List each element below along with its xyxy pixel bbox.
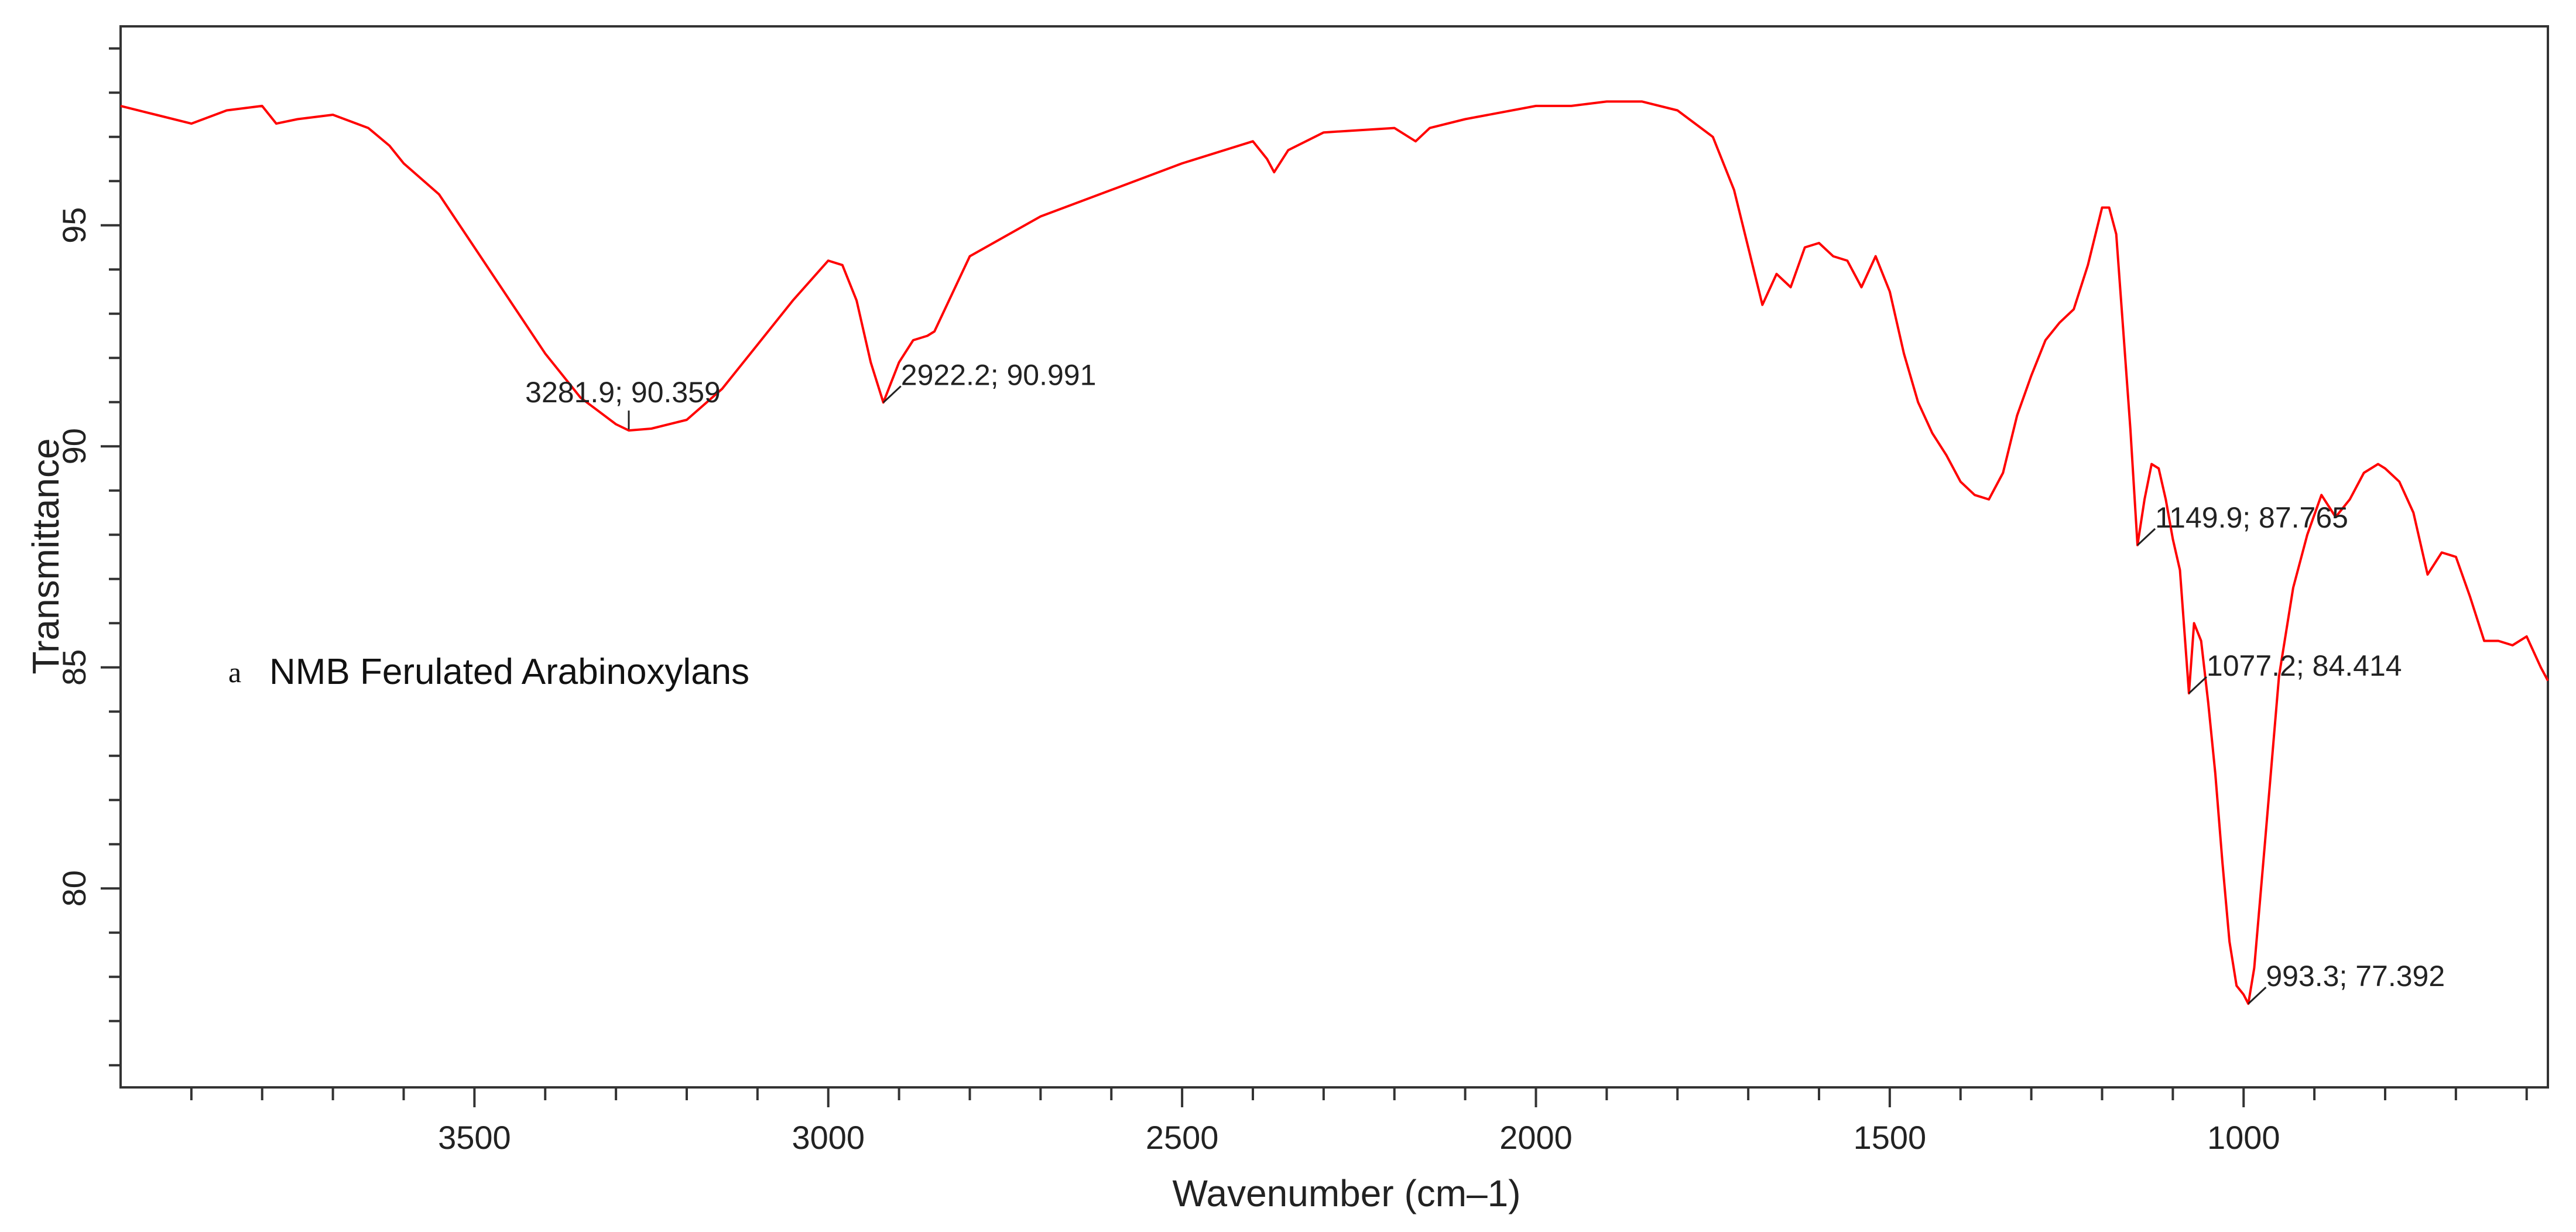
x-axis: 3500 3000 2500 2000 1500 1000 [190,1087,2528,1156]
peak-label: 1077.2; 84.414 [2207,649,2402,682]
legend-marker: a [228,656,241,689]
x-axis-title: Wavenumber (cm–1) [1172,1172,1520,1214]
x-tick-label: 1000 [2207,1119,2280,1156]
peak-label: 1149.9; 87.765 [2155,501,2348,534]
peak-annotations: 3281.9; 90.359 2922.2; 90.991 1149.9; 87.7… [525,358,2445,1005]
x-tick-label: 1500 [1854,1119,1927,1156]
x-tick-label: 2000 [1499,1119,1573,1156]
x-tick-label: 3500 [438,1119,511,1156]
spectrum-line [120,100,2549,1005]
x-tick-label: 3000 [792,1119,865,1156]
y-tick-label: 95 [56,207,93,244]
peak-marker [2248,987,2267,1005]
peak-label: 3281.9; 90.359 [525,376,721,409]
y-axis: 80 85 90 95 [56,47,121,1067]
legend: a NMB Ferulated Arabinoxylans [228,652,749,692]
peak-marker [2188,676,2207,694]
x-tick-label: 2500 [1146,1119,1219,1156]
y-axis-title: Transmittance [25,438,67,674]
plot-frame [119,25,2549,1089]
y-tick-label: 80 [56,870,93,906]
peak-marker [882,385,902,403]
y-tick-label: 85 [56,649,93,686]
y-tick-label: 90 [56,428,93,464]
peak-marker [2137,528,2156,546]
legend-label: NMB Ferulated Arabinoxylans [269,652,749,692]
peak-label: 2922.2; 90.991 [901,358,1097,391]
peak-label: 993.3; 77.392 [2266,960,2445,993]
